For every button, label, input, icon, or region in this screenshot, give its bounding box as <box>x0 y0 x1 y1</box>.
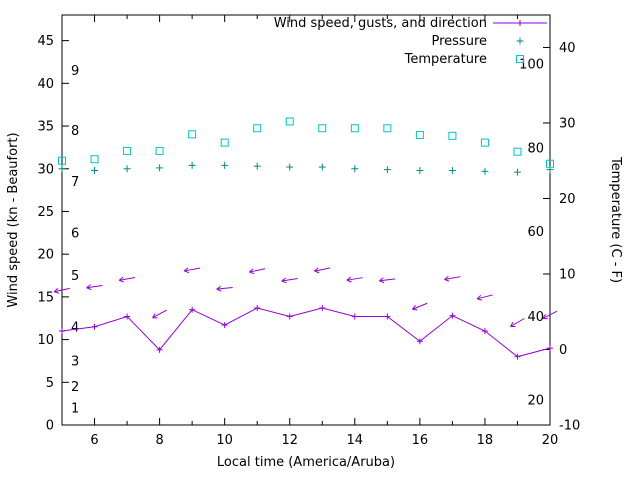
left-axis-title: Wind speed (kn - Beaufort) <box>6 132 21 307</box>
fahrenheit-label: 80 <box>527 141 544 156</box>
right-tick-label: -10 <box>559 419 580 434</box>
left-tick-label: 30 <box>37 162 54 177</box>
fahrenheit-label: 20 <box>527 394 544 409</box>
right-axis: -10 0 10 20 30 40 Temperature (C - F) <box>543 41 623 434</box>
legend-label: Temperature <box>404 52 487 67</box>
beaufort-label: 8 <box>71 124 79 139</box>
x-tick-label: 8 <box>155 433 163 448</box>
pressure-series <box>58 161 554 176</box>
gust-arrows <box>53 267 558 327</box>
legend: Wind speed, gusts, and direction Pressure… <box>274 16 547 67</box>
x-tick-label: 16 <box>412 433 429 448</box>
temperature-point <box>480 138 489 147</box>
temperature-point <box>546 159 554 168</box>
temperature-point <box>188 130 197 139</box>
right-tick-label: 20 <box>559 192 576 207</box>
legend-label: Pressure <box>431 34 487 49</box>
left-tick-label: 40 <box>37 77 54 92</box>
temperature-point <box>123 146 132 155</box>
temperature-point <box>350 124 359 133</box>
temperature-point <box>415 131 424 140</box>
plot-border <box>61 14 551 426</box>
fahrenheit-label: 40 <box>527 310 544 325</box>
x-tick-label: 12 <box>281 433 298 448</box>
fahrenheit-label: 100 <box>519 58 544 73</box>
temperature-point <box>318 124 327 133</box>
x-tick-label: 10 <box>216 433 233 448</box>
beaufort-label: 7 <box>71 175 79 190</box>
left-tick-label: 35 <box>37 120 54 135</box>
wind-series <box>59 304 553 360</box>
beaufort-label: 5 <box>71 269 79 284</box>
right-tick-label: 40 <box>559 41 576 56</box>
beaufort-label: 2 <box>71 380 79 395</box>
legend-label: Wind speed, gusts, and direction <box>274 16 487 31</box>
fahrenheit-label: 60 <box>527 225 544 240</box>
temperature-point <box>220 138 229 147</box>
x-tick-label: 14 <box>347 433 364 448</box>
left-tick-label: 5 <box>46 376 54 391</box>
right-axis-title: Temperature (C - F) <box>608 156 623 283</box>
wind-line <box>61 307 551 358</box>
beaufort-label: 9 <box>71 64 79 79</box>
beaufort-label: 1 <box>71 401 79 416</box>
temperature-point <box>448 131 457 140</box>
x-axis-title: Local time (America/Aruba) <box>217 455 395 470</box>
temperature-series <box>58 117 554 168</box>
fahrenheit-scale: 20 40 60 80 100 <box>519 58 544 409</box>
left-tick-label: 10 <box>37 333 54 348</box>
x-tick-label: 18 <box>477 433 494 448</box>
right-tick-label: 10 <box>559 267 576 282</box>
left-axis: 0 5 10 15 20 25 30 35 40 45 Wind speed (kn - Beauf… <box>6 34 69 434</box>
temperature-point <box>253 124 262 133</box>
left-tick-label: 45 <box>37 34 54 49</box>
beaufort-label: 3 <box>71 354 79 369</box>
beaufort-scale: 1 2 3 4 5 6 7 8 9 <box>71 64 79 416</box>
left-tick-label: 0 <box>46 419 54 434</box>
right-tick-label: 30 <box>559 116 576 131</box>
beaufort-label: 4 <box>71 320 79 335</box>
temperature-point <box>155 146 164 155</box>
temperature-point <box>383 124 392 133</box>
x-tick-label: 20 <box>542 433 559 448</box>
beaufort-label: 6 <box>71 226 79 241</box>
temperature-point <box>285 117 294 126</box>
x-tick-label: 6 <box>90 433 98 448</box>
temperature-point <box>90 155 99 164</box>
temperature-point <box>513 147 522 156</box>
left-tick-label: 20 <box>37 248 54 263</box>
left-tick-label: 15 <box>37 290 54 305</box>
right-tick-label: 0 <box>559 343 567 358</box>
left-tick-label: 25 <box>37 205 54 220</box>
temperature-point <box>58 156 66 165</box>
